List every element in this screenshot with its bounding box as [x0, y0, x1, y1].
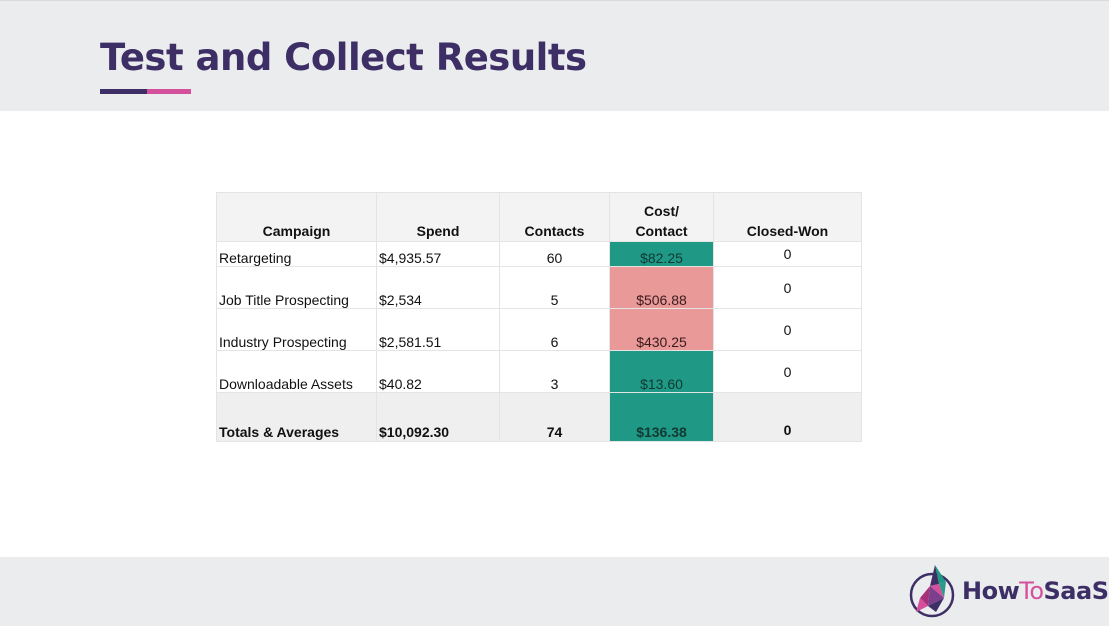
- totals-row: Totals & Averages $10,092.30 74 $136.38 …: [216, 392, 862, 442]
- logo-word-saas: SaaS: [1043, 577, 1109, 605]
- table-row: Industry Prospecting $2,581.51 6 $430.25…: [216, 308, 862, 351]
- cell-spend: $40.82: [376, 350, 500, 393]
- cell-totals-closed-won: 0: [713, 392, 862, 442]
- results-table: Campaign Spend Contacts Cost/ Contact Cl…: [216, 192, 862, 442]
- cell-totals-spend: $10,092.30: [376, 392, 500, 442]
- cell-cost-per-contact: $430.25: [609, 308, 714, 351]
- cell-contacts: 3: [499, 350, 610, 393]
- logo-word-how: How: [962, 577, 1020, 605]
- cell-closed-won: 0: [713, 350, 862, 393]
- header-contacts: Contacts: [499, 192, 610, 242]
- cell-cost-per-contact: $13.60: [609, 350, 714, 393]
- title-underline-purple: [100, 89, 147, 94]
- header-closed-won: Closed-Won: [713, 192, 862, 242]
- cell-closed-won: 0: [713, 308, 862, 351]
- header-cost-line2: Contact: [635, 223, 688, 239]
- header-cost-line1: Cost/: [644, 203, 679, 219]
- rocket-logo-icon: [909, 565, 955, 618]
- cell-campaign: Retargeting: [216, 241, 377, 267]
- cell-contacts: 6: [499, 308, 610, 351]
- table-row: Retargeting $4,935.57 60 $82.25 0: [216, 241, 862, 267]
- header-spend: Spend: [376, 192, 500, 242]
- header-cost-per-contact: Cost/ Contact: [609, 192, 714, 242]
- cell-cost-per-contact: $82.25: [609, 241, 714, 267]
- cell-totals-label: Totals & Averages: [216, 392, 377, 442]
- title-underline-pink: [147, 89, 191, 94]
- table-header-row: Campaign Spend Contacts Cost/ Contact Cl…: [216, 192, 862, 242]
- cell-campaign: Industry Prospecting: [216, 308, 377, 351]
- cell-spend: $2,534: [376, 266, 500, 309]
- header-campaign: Campaign: [216, 192, 377, 242]
- cell-campaign: Downloadable Assets: [216, 350, 377, 393]
- slide-title: Test and Collect Results: [100, 36, 587, 79]
- table-row: Job Title Prospecting $2,534 5 $506.88 0: [216, 266, 862, 309]
- cell-totals-contacts: 74: [499, 392, 610, 442]
- cell-closed-won: 0: [713, 266, 862, 309]
- cell-cost-per-contact: $506.88: [609, 266, 714, 309]
- howtosaas-logo: HowToSaaS: [906, 562, 1109, 620]
- cell-contacts: 60: [499, 241, 610, 267]
- cell-closed-won: 0: [713, 241, 862, 267]
- cell-spend: $4,935.57: [376, 241, 500, 267]
- cell-spend: $2,581.51: [376, 308, 500, 351]
- logo-wordmark: HowToSaaS: [962, 577, 1109, 605]
- cell-campaign: Job Title Prospecting: [216, 266, 377, 309]
- cell-totals-cost-per-contact: $136.38: [609, 392, 714, 442]
- table-row: Downloadable Assets $40.82 3 $13.60 0: [216, 350, 862, 393]
- logo-word-to: To: [1019, 577, 1044, 605]
- cell-contacts: 5: [499, 266, 610, 309]
